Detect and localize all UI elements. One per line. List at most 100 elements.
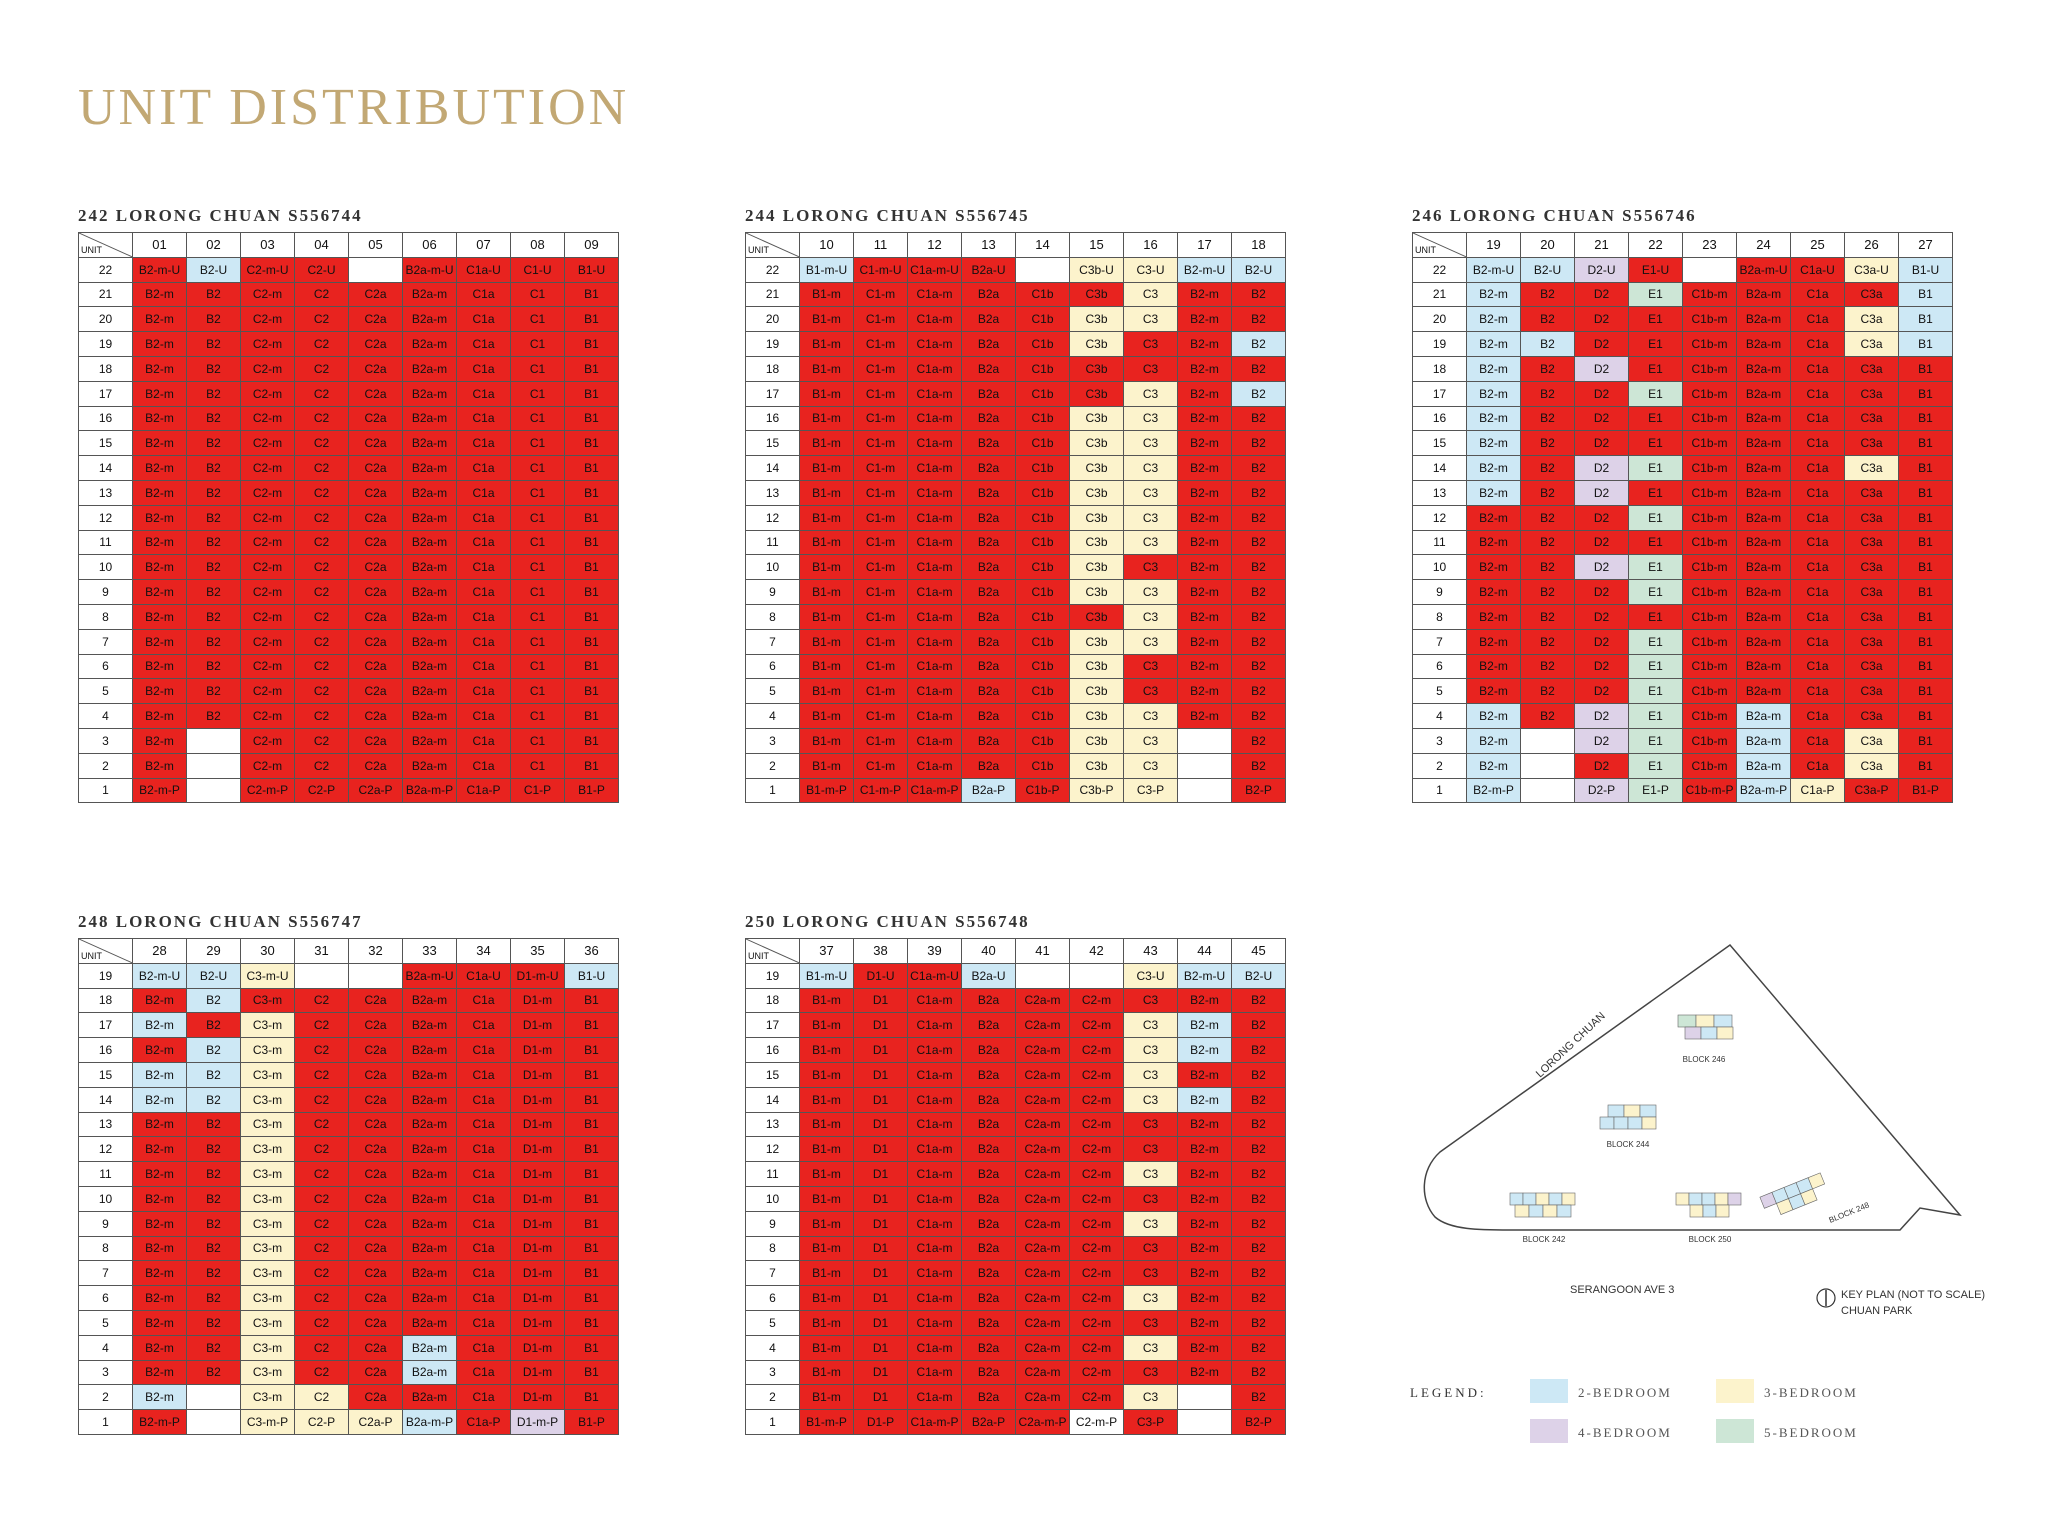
unit-cell: C1a <box>456 331 511 357</box>
unit-cell: B2 <box>186 554 241 581</box>
unit-cell: C1b-m <box>1682 628 1737 655</box>
floor-label: 8 <box>1412 603 1467 630</box>
unit-cell: C1b-m <box>1682 479 1737 506</box>
unit-cell <box>186 777 241 804</box>
floor-label: 17 <box>78 1012 133 1039</box>
unit-cell: C3 <box>1123 1309 1178 1336</box>
column-header: 21 <box>1574 232 1629 258</box>
unit-cell: B2a <box>961 1185 1016 1212</box>
unit-cell: C1a-m <box>907 1185 962 1212</box>
unit-cell <box>348 256 403 283</box>
unit-cell: C1a <box>456 1384 511 1411</box>
unit-cell: B2 <box>1231 355 1286 382</box>
unit-cell: B1 <box>564 987 619 1014</box>
unit-cell: B1 <box>564 1086 619 1113</box>
unit-cell: C1a-P <box>456 777 511 804</box>
floor-label: 14 <box>78 1086 133 1113</box>
floor-label: 12 <box>78 1136 133 1163</box>
block-250: 250 LORONG CHUAN S556748 UNIT 37 38 39 40 41 42… <box>745 912 1286 1435</box>
unit-label: UNIT <box>81 244 102 255</box>
unit-cell: C2a-m <box>1015 1210 1070 1237</box>
unit-cell: B1-m <box>799 355 854 382</box>
unit-cell: B2a <box>961 331 1016 357</box>
unit-cell: B2 <box>1231 1185 1286 1212</box>
unit-cell: C1b <box>1015 727 1070 754</box>
label-block-244: BLOCK 244 <box>1607 1140 1650 1149</box>
floor-row: 15 B2-m B2 C3-m C2 C2a B2a-m C1a D1-m B1 <box>78 1061 619 1088</box>
unit-cell: D1-m <box>510 1384 565 1411</box>
unit-cell <box>1177 777 1232 804</box>
unit-cell: B1-m <box>799 987 854 1014</box>
unit-cell: C1a <box>456 504 511 531</box>
unit-cell: B1 <box>1898 554 1953 581</box>
unit-cell: C2 <box>294 752 349 779</box>
unit-cell: C1b <box>1015 306 1070 333</box>
unit-cell: C1a-m <box>907 554 962 581</box>
unit-cell: B2 <box>1520 678 1575 705</box>
unit-cell: E1 <box>1628 678 1683 705</box>
unit-cell: C2a <box>348 653 403 680</box>
unit-cell: C1 <box>510 479 565 506</box>
unit-cell: C1a <box>456 1260 511 1287</box>
unit-cell: D1-m <box>510 1285 565 1311</box>
unit-cell: D1-m <box>510 1161 565 1187</box>
unit-cell: B2a <box>961 703 1016 729</box>
unit-cell: B2-U <box>186 962 241 989</box>
unit-cell: B2a-m <box>1736 455 1791 481</box>
unit-cell: B2 <box>1520 380 1575 407</box>
unit-cell: C2a-m <box>1015 1334 1070 1361</box>
unit-cell: B2-m <box>1466 554 1521 581</box>
unit-cell: B2 <box>186 628 241 655</box>
unit-cell: B1 <box>1898 479 1953 506</box>
unit-cell: C2-m <box>1069 1185 1124 1212</box>
key-plan-map: BLOCK 246 BLOCK 244 BLOCK 242 BLOCK 250 … <box>1423 943 1985 1317</box>
unit-cell: C2a-P <box>348 1409 403 1435</box>
unit-cell: C2-m-U <box>240 256 295 283</box>
unit-cell: C3a <box>1844 380 1899 407</box>
unit-cell: C1-m <box>853 355 908 382</box>
unit-cell: C2a <box>348 1086 403 1113</box>
unit-cell: C3 <box>1123 579 1178 605</box>
unit-cell: B2a-m <box>1736 603 1791 630</box>
unit-cell: B2-m <box>1466 355 1521 382</box>
unit-cell: B2a-m <box>402 703 457 729</box>
key-plan: BLOCK 246 BLOCK 244 BLOCK 242 BLOCK 250 … <box>1400 930 2000 1320</box>
unit-cell: C2 <box>294 1012 349 1039</box>
floor-label: 18 <box>78 987 133 1014</box>
unit-cell: C3 <box>1123 1359 1178 1386</box>
unit-cell: B1 <box>564 579 619 605</box>
block-title: 248 LORONG CHUAN S556747 <box>78 912 363 931</box>
column-header: 40 <box>961 938 1016 964</box>
unit-cell <box>1177 1409 1232 1435</box>
unit-cell: C1 <box>510 306 565 333</box>
floor-row: 8 B2-m B2 C2-m C2 C2a B2a-m C1a C1 B1 <box>78 603 619 630</box>
unit-cell: B2a-m <box>402 1285 457 1311</box>
unit-cell: C2 <box>294 1309 349 1336</box>
floor-label: 14 <box>745 455 800 481</box>
unit-cell: B2a <box>961 405 1016 432</box>
unit-cell: C1a-m <box>907 1086 962 1113</box>
unit-cell: C1b <box>1015 703 1070 729</box>
corner-cell: UNIT <box>78 938 133 964</box>
corner-cell: UNIT <box>78 232 133 258</box>
unit-cell: B1 <box>564 306 619 333</box>
unit-cell: C1a-m <box>907 1161 962 1187</box>
unit-cell: B1-m <box>799 1309 854 1336</box>
unit-cell: D2 <box>1574 653 1629 680</box>
unit-cell: B2a <box>961 579 1016 605</box>
unit-cell: C2a-m <box>1015 1161 1070 1187</box>
unit-cell: D1-m <box>510 1037 565 1063</box>
unit-cell: B2-m-U <box>1177 962 1232 989</box>
unit-cell: C1a-m <box>907 331 962 357</box>
unit-cell: C3-m <box>240 1061 295 1088</box>
unit-cell: C1b-m <box>1682 355 1737 382</box>
floor-row: 20 B2-m B2 D2 E1 C1b-m B2a-m C1a C3a B1 <box>1412 306 1953 333</box>
unit-cell: B2a <box>961 1235 1016 1262</box>
unit-cell: C2-m <box>1069 987 1124 1014</box>
unit-cell: B2-m <box>132 281 187 308</box>
floor-label: 2 <box>78 752 133 779</box>
unit-cell: C2-m <box>240 281 295 308</box>
unit-cell: B2-m <box>1177 628 1232 655</box>
block-246: 246 LORONG CHUAN S556746 UNIT 19 20 21 22 23 24… <box>1412 206 1953 804</box>
floor-row: 22 B2-m-U B2-U D2-U E1-U B2a-m-U C1a-U C3a-U B1-… <box>1412 256 1953 283</box>
